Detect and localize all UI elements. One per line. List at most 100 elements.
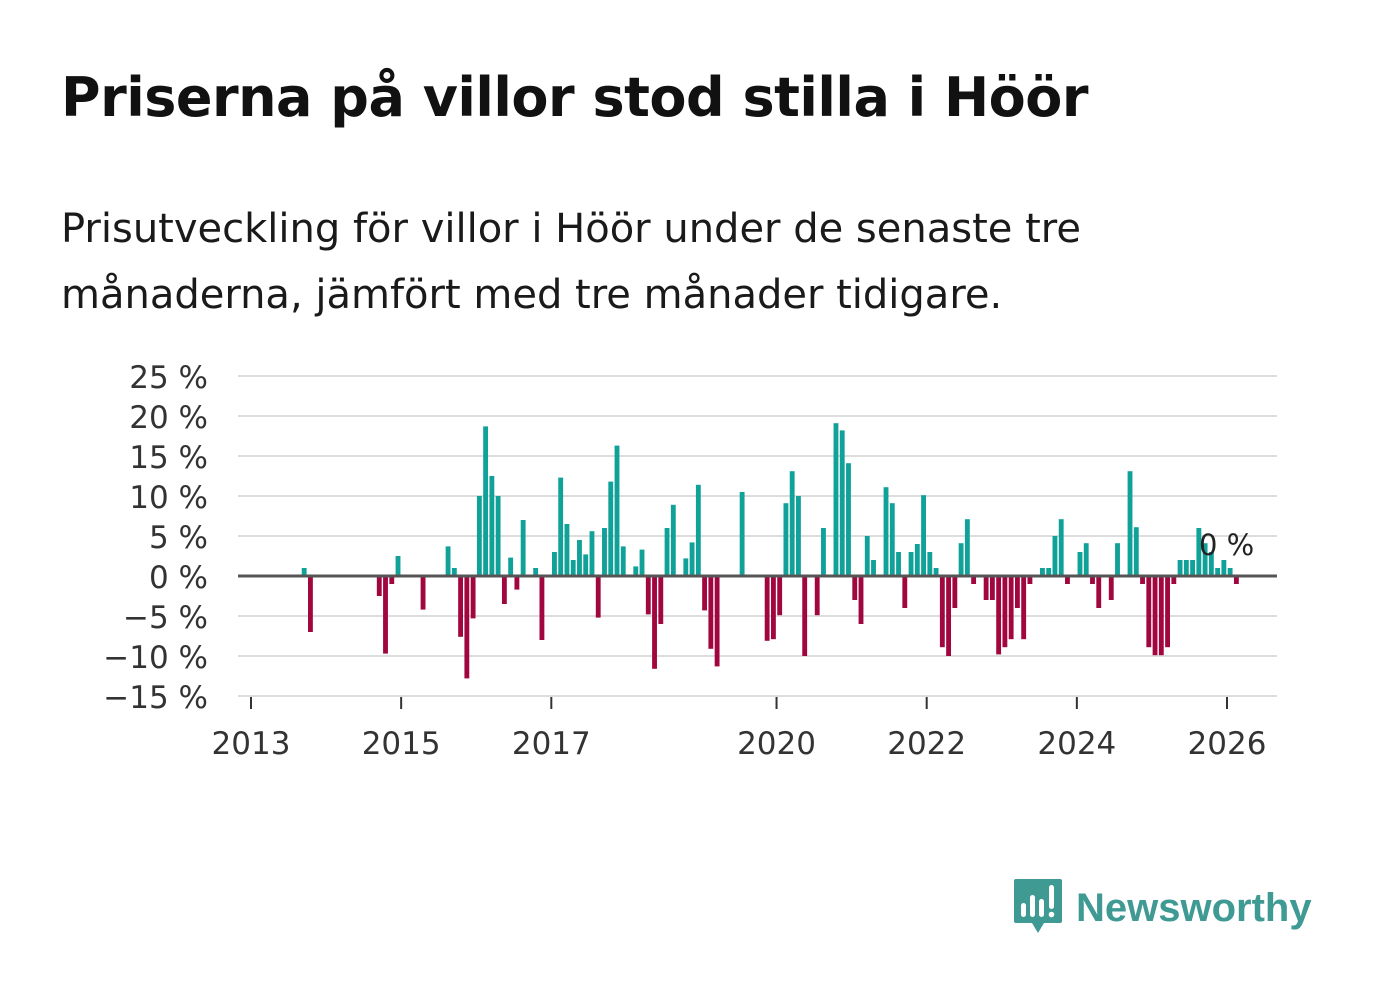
data-bar <box>689 542 695 576</box>
data-bar <box>508 557 514 576</box>
data-bar <box>971 576 977 584</box>
data-bar <box>570 560 576 576</box>
data-bar <box>821 528 826 576</box>
data-bar <box>1002 576 1008 648</box>
y-tick-label: −10 % <box>103 640 208 676</box>
data-bar <box>533 568 539 576</box>
data-bar <box>1165 576 1170 648</box>
data-bar <box>395 556 401 576</box>
data-bar <box>577 540 582 576</box>
x-tick-label: 2017 <box>512 726 591 762</box>
data-bar <box>952 576 958 608</box>
data-bar <box>1021 576 1027 640</box>
data-bar <box>1096 576 1102 608</box>
data-bar <box>1190 560 1196 576</box>
data-bar <box>871 560 876 576</box>
y-tick-label: −15 % <box>103 680 208 716</box>
data-bar <box>458 576 464 637</box>
data-bar <box>383 576 388 654</box>
brand-name: Newsworthy <box>1076 885 1312 930</box>
data-bar <box>702 576 708 611</box>
data-bar <box>739 492 745 576</box>
chart-speech-bubble-icon <box>1014 879 1062 933</box>
x-tick-label: 2020 <box>737 726 816 762</box>
data-bar <box>558 477 564 576</box>
data-bar <box>1183 560 1189 576</box>
data-bar <box>489 476 495 576</box>
data-bar <box>896 552 901 576</box>
data-bar <box>695 484 701 576</box>
last-value-label: 0 % <box>1199 528 1254 562</box>
data-bar <box>658 576 664 624</box>
data-bar <box>764 576 770 641</box>
data-bar <box>1196 528 1202 576</box>
data-bar <box>883 487 889 576</box>
data-bar <box>1115 543 1120 576</box>
data-bar <box>889 503 895 576</box>
data-bar <box>376 576 382 596</box>
x-tick-label: 2013 <box>212 726 291 762</box>
data-bar <box>789 471 795 576</box>
data-bar <box>1202 543 1208 576</box>
data-bar <box>783 503 789 576</box>
data-bar <box>939 576 945 648</box>
data-bar <box>833 423 839 576</box>
data-bar <box>1177 560 1183 576</box>
data-bar <box>1108 576 1114 600</box>
data-bar <box>946 576 952 656</box>
data-bar <box>1090 576 1095 584</box>
data-bar <box>1146 576 1152 648</box>
y-tick-label: 5 % <box>149 520 208 556</box>
data-bar <box>645 576 651 615</box>
data-bar <box>1133 527 1139 576</box>
data-bar <box>552 552 557 576</box>
data-bar <box>451 568 457 576</box>
data-bar <box>933 568 939 576</box>
y-tick-label: 10 % <box>129 480 208 516</box>
data-bar <box>1233 576 1239 584</box>
data-bar <box>858 576 864 624</box>
data-bar <box>1227 568 1233 576</box>
data-bar <box>914 544 920 576</box>
data-bar <box>602 528 607 576</box>
data-bar <box>639 549 645 576</box>
chart-title: Priserna på villor stod stilla i Höör <box>61 66 1089 129</box>
data-bar <box>1083 543 1089 576</box>
data-bar <box>839 430 845 576</box>
data-bar <box>996 576 1002 655</box>
data-bar <box>564 524 570 576</box>
data-bar <box>864 536 870 576</box>
x-tick-label: 2026 <box>1188 726 1267 762</box>
data-bar <box>1046 568 1052 576</box>
data-bar <box>464 576 470 679</box>
data-bar <box>1077 552 1083 576</box>
data-bar <box>770 576 776 640</box>
data-bar <box>420 576 426 610</box>
data-bar <box>1065 576 1070 584</box>
data-bar <box>1040 568 1045 576</box>
data-bar <box>520 520 526 576</box>
data-bar <box>301 568 307 576</box>
x-tick-label: 2015 <box>362 726 441 762</box>
data-bar <box>927 552 933 576</box>
data-bar <box>589 531 595 576</box>
data-bar <box>852 576 858 600</box>
data-bar <box>1008 576 1014 640</box>
data-bar <box>921 495 926 576</box>
data-bar <box>308 576 313 632</box>
data-bar <box>470 576 476 619</box>
chart-subtitle: Prisutveckling för villor i Höör under d… <box>61 206 1081 318</box>
data-bar <box>1014 576 1020 608</box>
data-bar <box>1140 576 1145 584</box>
data-bar <box>777 576 783 616</box>
x-tick-label: 2024 <box>1037 726 1116 762</box>
data-bar <box>714 576 720 667</box>
data-bar <box>989 576 995 600</box>
data-bar <box>1058 519 1064 576</box>
data-bar <box>1127 471 1133 576</box>
y-tick-label: −5 % <box>123 600 208 636</box>
data-bar <box>495 496 501 576</box>
data-bar <box>964 519 970 576</box>
data-bar <box>846 463 851 576</box>
